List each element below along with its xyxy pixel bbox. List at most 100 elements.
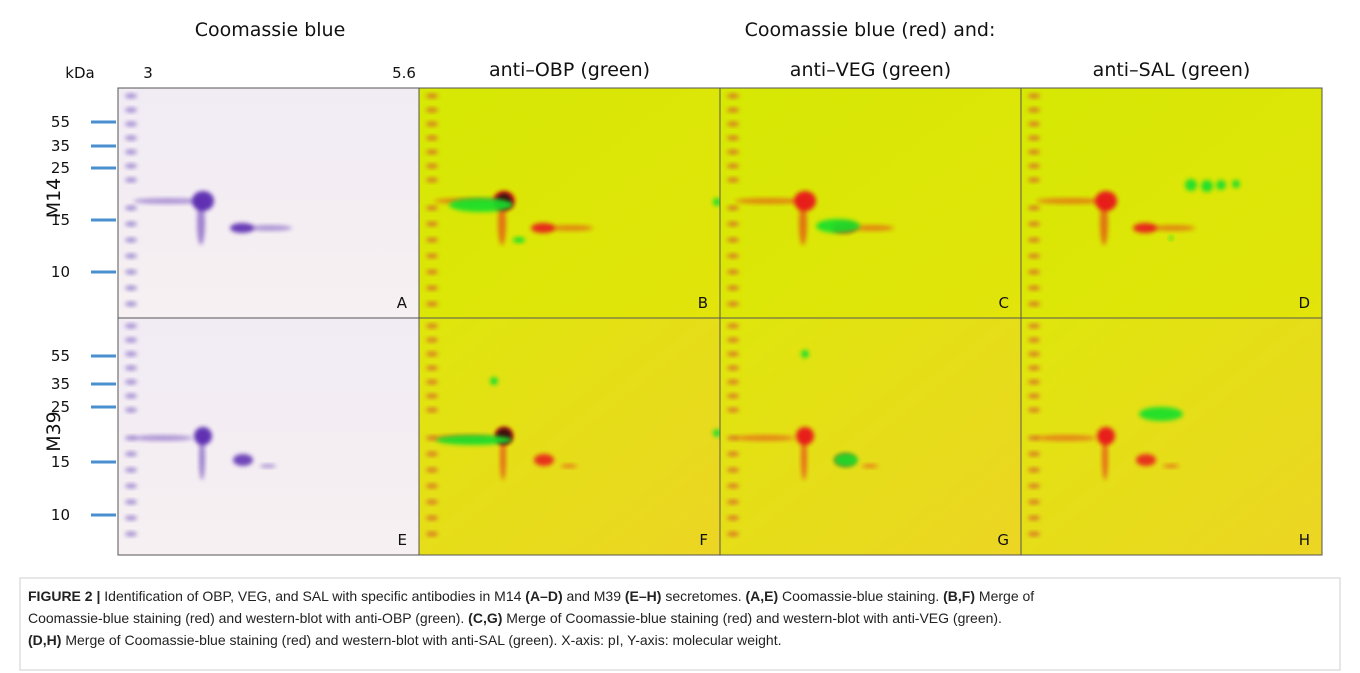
ladder-band bbox=[727, 323, 739, 329]
x-end: 5.6 bbox=[392, 64, 416, 82]
ladder-band bbox=[426, 451, 438, 457]
ladder-band bbox=[426, 515, 438, 521]
protein-spot bbox=[1102, 436, 1108, 480]
caption-run: secretomes. bbox=[661, 588, 745, 604]
ladder-band bbox=[1028, 107, 1040, 113]
column-title: anti–OBP (green) bbox=[489, 59, 650, 81]
ladder-band bbox=[727, 135, 739, 141]
ladder-band bbox=[125, 515, 137, 521]
protein-spot bbox=[794, 191, 816, 211]
ladder-band bbox=[426, 121, 438, 127]
gel-panel: D bbox=[1020, 87, 1323, 319]
antibody-spot bbox=[513, 237, 525, 243]
ladder-band bbox=[1028, 365, 1040, 371]
ladder-band bbox=[125, 365, 137, 371]
gel-panel: B bbox=[418, 87, 721, 319]
ladder-band bbox=[727, 393, 739, 399]
ladder-band bbox=[426, 467, 438, 473]
ladder-band bbox=[727, 269, 739, 275]
ladder-band bbox=[426, 269, 438, 275]
protein-spot bbox=[500, 436, 506, 480]
caption-run: (C,G) bbox=[468, 610, 502, 626]
caption-run: Merge of Coomassie-blue staining (red) a… bbox=[502, 610, 1002, 626]
panel-letter: D bbox=[1298, 294, 1310, 312]
protein-spot bbox=[1163, 464, 1179, 468]
ladder-band bbox=[727, 93, 739, 99]
ladder-band bbox=[1028, 323, 1040, 329]
ladder-band bbox=[1028, 301, 1040, 307]
ladder-band bbox=[125, 483, 137, 489]
ladder-band bbox=[426, 221, 438, 227]
protein-spot bbox=[534, 454, 554, 466]
ladder-band bbox=[426, 483, 438, 489]
protein-spot bbox=[133, 435, 193, 441]
ladder-band bbox=[426, 531, 438, 537]
marker-label: 35 bbox=[51, 375, 70, 393]
axis-unit: kDa bbox=[65, 64, 94, 82]
ladder-band bbox=[1028, 177, 1040, 183]
antibody-spot bbox=[449, 198, 513, 212]
ladder-band bbox=[125, 135, 137, 141]
ladder-band bbox=[426, 163, 438, 169]
ladder-band bbox=[426, 93, 438, 99]
protein-spot bbox=[561, 464, 577, 468]
gel-panel: H bbox=[1020, 317, 1323, 556]
ladder-band bbox=[125, 393, 137, 399]
antibody-spot bbox=[834, 453, 858, 467]
ladder-band bbox=[1028, 237, 1040, 243]
protein-spot bbox=[1136, 454, 1156, 466]
protein-spot bbox=[194, 427, 212, 445]
right-title: Coomassie blue (red) and: bbox=[745, 19, 996, 41]
ladder-band bbox=[1028, 163, 1040, 169]
ladder-band bbox=[125, 379, 137, 385]
ladder-band bbox=[125, 467, 137, 473]
protein-spot bbox=[1095, 191, 1117, 211]
caption-run: Merge of Coomassie-blue staining (red) a… bbox=[61, 632, 781, 648]
ladder-band bbox=[1028, 149, 1040, 155]
marker-label: 15 bbox=[51, 211, 70, 229]
ladder-band bbox=[426, 135, 438, 141]
ladder-band bbox=[1028, 269, 1040, 275]
protein-spot bbox=[199, 436, 205, 480]
protein-spot bbox=[1133, 223, 1157, 233]
protein-spot bbox=[1151, 225, 1195, 231]
column-title: anti–SAL (green) bbox=[1093, 59, 1251, 81]
marker-label: 25 bbox=[51, 159, 70, 177]
ladder-band bbox=[1028, 451, 1040, 457]
protein-spot bbox=[862, 464, 878, 468]
ladder-band bbox=[1028, 407, 1040, 413]
ladder-band bbox=[727, 177, 739, 183]
ladder-band bbox=[426, 435, 438, 441]
protein-spot bbox=[799, 201, 807, 245]
ladder-band bbox=[1028, 515, 1040, 521]
ladder-band bbox=[125, 451, 137, 457]
ladder-band bbox=[727, 499, 739, 505]
ladder-band bbox=[1028, 337, 1040, 343]
caption-line: (D,H) Merge of Coomassie-blue staining (… bbox=[28, 632, 781, 648]
caption-run: (A,E) bbox=[745, 588, 778, 604]
antibody-spot bbox=[713, 198, 721, 206]
gel-panel: E bbox=[117, 317, 420, 556]
ladder-band bbox=[727, 451, 739, 457]
ladder-band bbox=[1028, 121, 1040, 127]
caption-run: Merge of bbox=[975, 588, 1034, 604]
ladder-band bbox=[426, 237, 438, 243]
antibody-spot bbox=[1232, 180, 1240, 188]
ladder-band bbox=[426, 177, 438, 183]
marker-label: 35 bbox=[51, 137, 70, 155]
protein-spot bbox=[192, 191, 214, 211]
ladder-band bbox=[727, 515, 739, 521]
gel-panel: A bbox=[117, 87, 420, 319]
ladder-band bbox=[727, 365, 739, 371]
ladder-band bbox=[727, 435, 739, 441]
ladder-band bbox=[426, 365, 438, 371]
ladder-band bbox=[727, 285, 739, 291]
ladder-band bbox=[125, 407, 137, 413]
ladder-band bbox=[1028, 221, 1040, 227]
caption-box bbox=[19, 577, 1341, 671]
ladder-band bbox=[125, 351, 137, 357]
x-start: 3 bbox=[143, 64, 153, 82]
caption-line: FIGURE 2 | Identification of OBP, VEG, a… bbox=[28, 588, 1034, 604]
ladder-band bbox=[727, 107, 739, 113]
ladder-band bbox=[125, 163, 137, 169]
